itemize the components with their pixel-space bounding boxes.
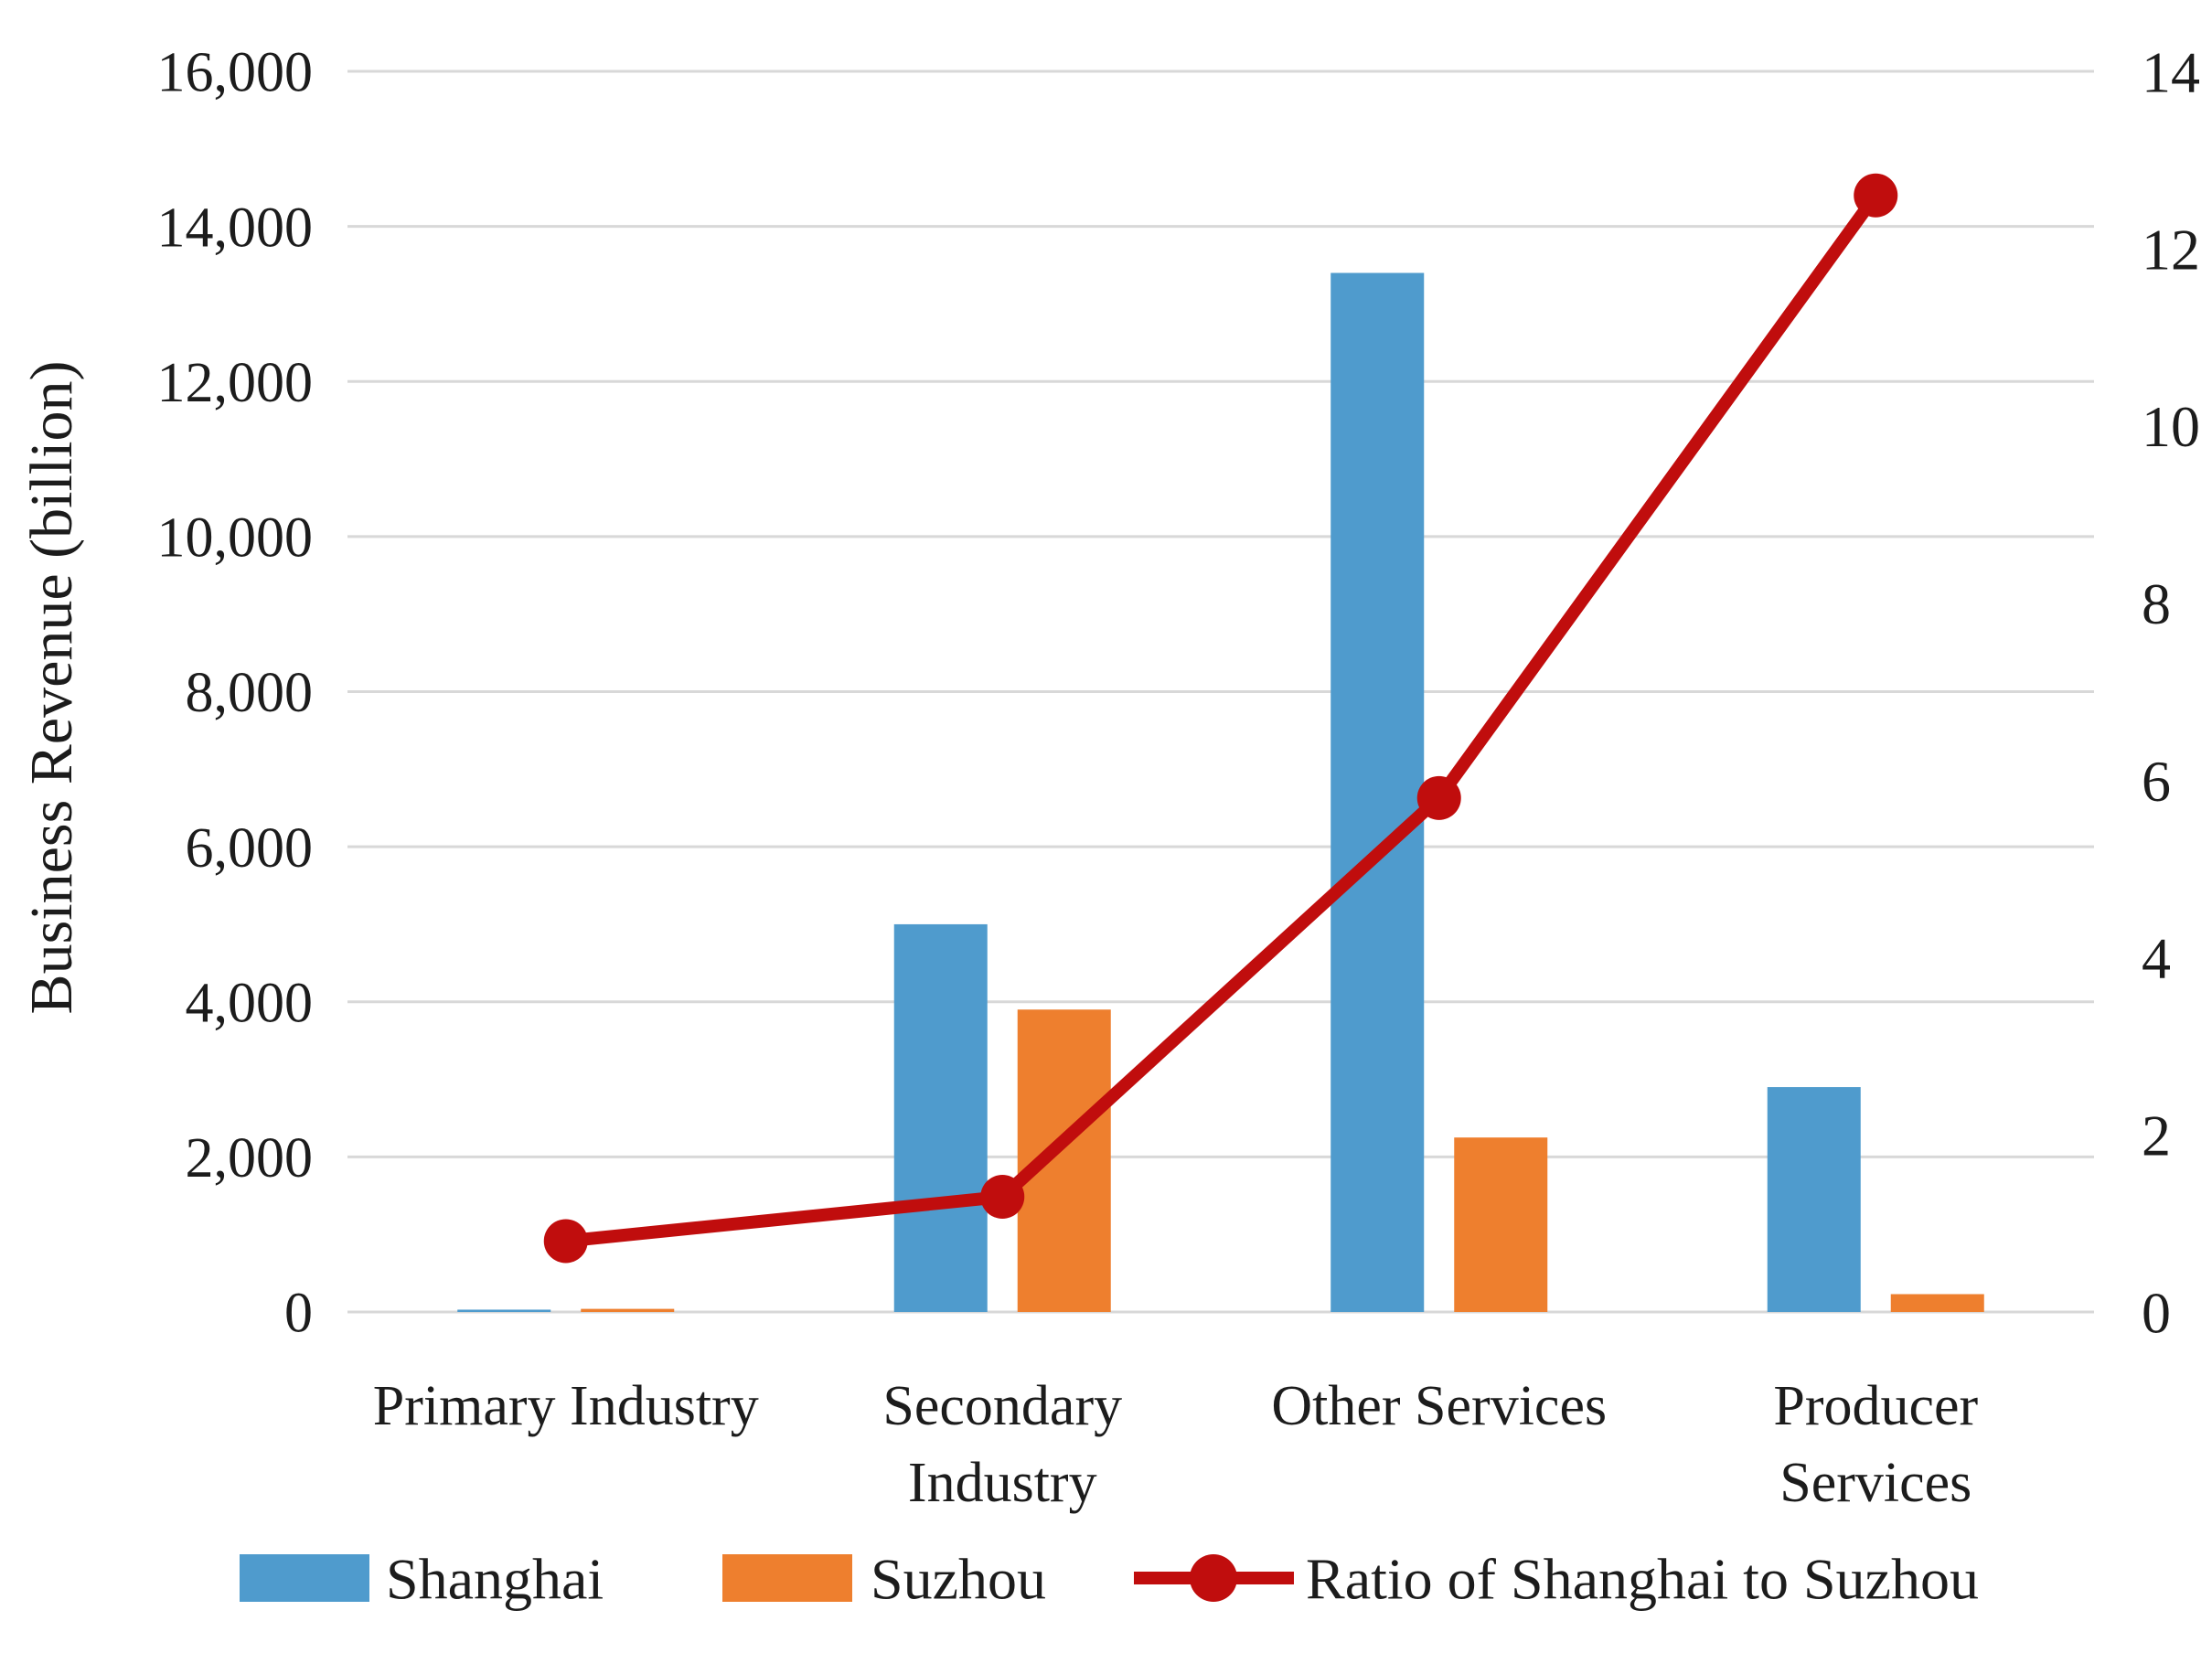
left-axis-tick-label: 2,000 xyxy=(186,1127,314,1189)
left-axis-tick-label: 4,000 xyxy=(186,972,314,1034)
left-axis-tick-label: 10,000 xyxy=(157,507,314,570)
ratio-line-marker-2 xyxy=(1416,775,1461,820)
legend-marker-ratio xyxy=(1190,1554,1237,1602)
legend-label-shanghai: Shanghai xyxy=(386,1546,604,1611)
bar-suzhou-1 xyxy=(1017,1009,1111,1312)
y-axis-title: Business Revenue (billion) xyxy=(18,361,85,1015)
right-axis-tick-label: 0 xyxy=(2142,1280,2171,1345)
ratio-line xyxy=(559,188,1883,1248)
right-axis-tick-label: 8 xyxy=(2142,571,2171,636)
bar-shanghai-2 xyxy=(1330,272,1425,1313)
left-axis-tick-label: 0 xyxy=(284,1283,313,1345)
left-axis-tick-label: 6,000 xyxy=(186,817,314,880)
x-category-label: Producer xyxy=(1773,1375,1978,1437)
bar-suzhou-3 xyxy=(1890,1294,1984,1312)
right-axis-tick-label: 2 xyxy=(2142,1104,2171,1168)
right-axis-tick-label: 6 xyxy=(2142,749,2171,814)
legend-swatch-suzhou xyxy=(722,1554,852,1602)
right-axis-tick-label: 14 xyxy=(2142,39,2200,104)
legend-label-ratio: Ratio of Shanghai to Suzhou xyxy=(1306,1546,1979,1611)
right-axis-tick-label: 10 xyxy=(2142,394,2200,459)
ratio-line-marker-0 xyxy=(543,1219,588,1264)
x-category-label: Secondary xyxy=(882,1375,1122,1437)
left-axis-tick-label: 8,000 xyxy=(186,662,314,724)
legend-swatch-shanghai xyxy=(240,1554,369,1602)
left-axis-tick-label: 16,000 xyxy=(157,42,314,104)
bar-suzhou-0 xyxy=(581,1308,675,1312)
left-axis-tick-label: 12,000 xyxy=(157,352,314,414)
left-axis-tick-label: 14,000 xyxy=(157,197,314,259)
bar-shanghai-0 xyxy=(457,1309,551,1312)
x-category-label: Industry xyxy=(908,1452,1097,1514)
ratio-line-marker-3 xyxy=(1854,173,1898,218)
bar-suzhou-2 xyxy=(1454,1137,1548,1312)
x-category-label: Primary Industry xyxy=(373,1375,759,1437)
right-axis-tick-label: 4 xyxy=(2142,926,2171,991)
x-category-label: Services xyxy=(1779,1452,1972,1514)
bar-shanghai-1 xyxy=(893,923,988,1312)
x-category-label: Other Services xyxy=(1271,1375,1607,1437)
bar-shanghai-3 xyxy=(1767,1087,1861,1312)
right-axis-tick-label: 12 xyxy=(2142,217,2200,282)
legend-label-suzhou: Suzhou xyxy=(871,1546,1046,1611)
ratio-line-marker-1 xyxy=(980,1174,1025,1219)
